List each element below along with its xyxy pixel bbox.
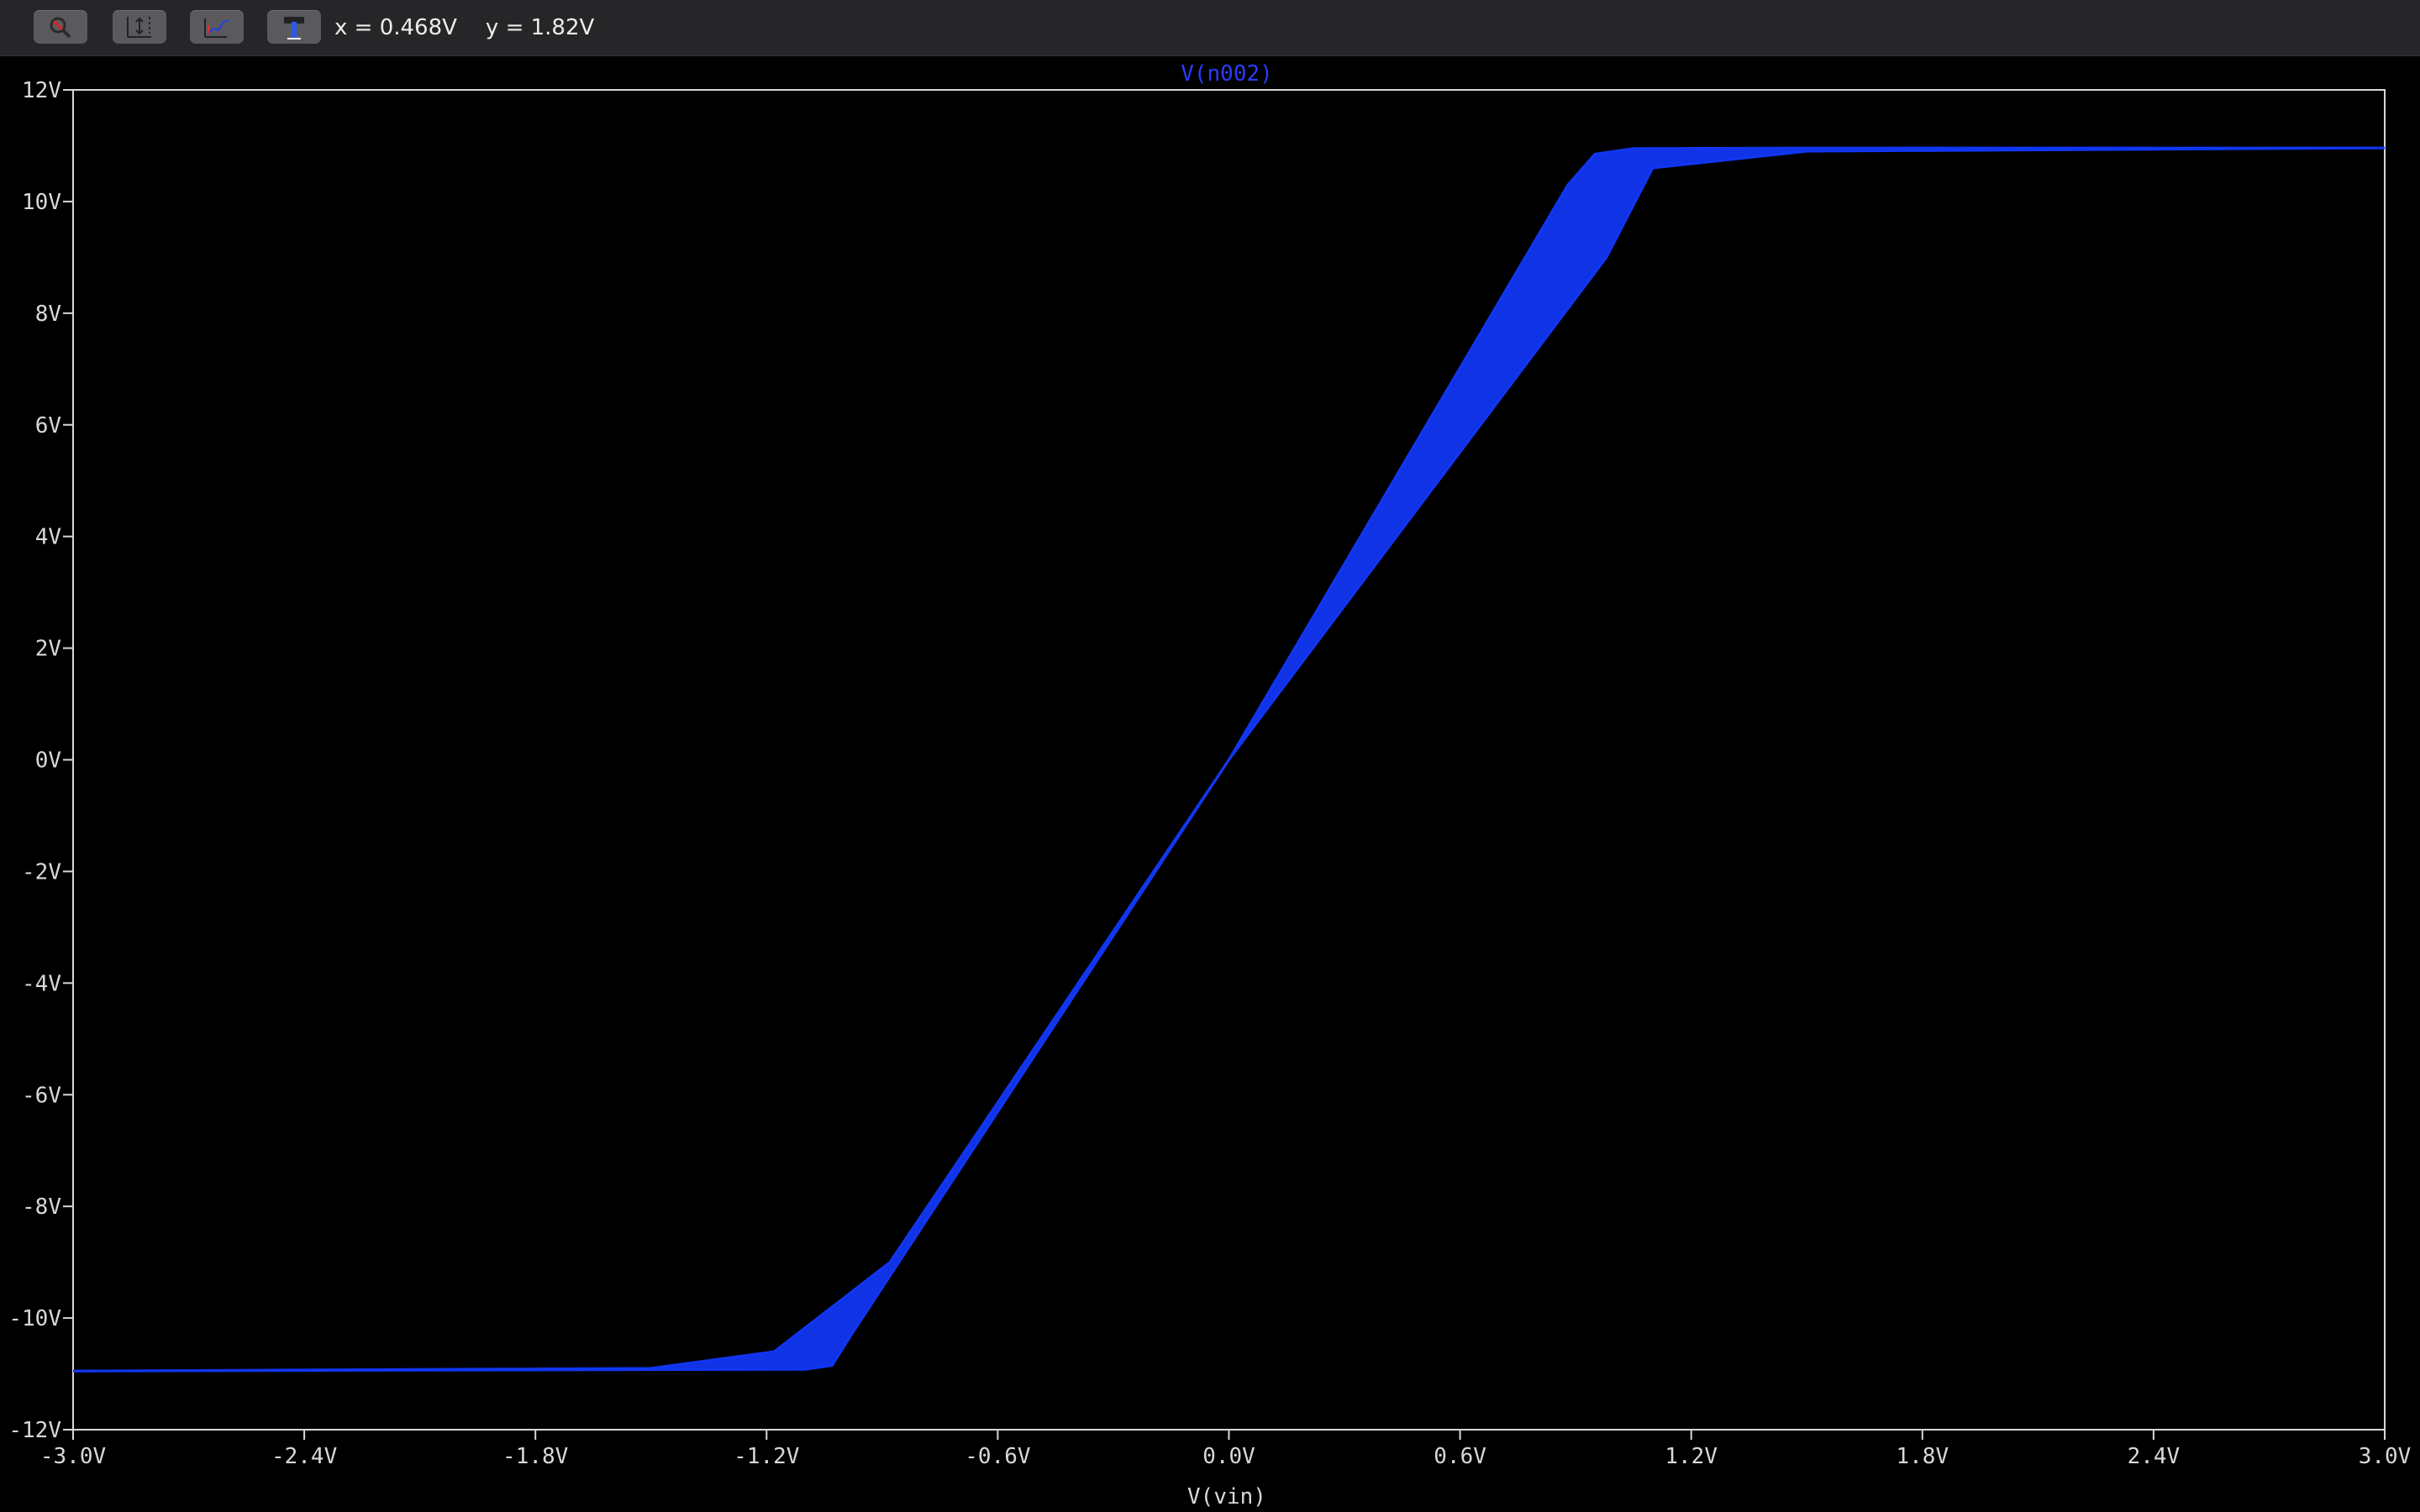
y-tick-label: 12V [22,78,61,103]
x-tick-label: -1.2V [734,1444,799,1469]
x-tick-label: 0.6V [1434,1444,1486,1469]
trace-falling [72,146,2386,1373]
cursor-x-readout: x = 0.468V [334,15,457,40]
cursor-y-readout: y = 1.82V [485,15,595,40]
x-tick-label: 1.8V [1896,1444,1949,1469]
y-tick-label: 2V [35,637,61,662]
cursor-readout: x = 0.468V y = 1.82V [334,12,623,44]
settings-button[interactable] [267,10,321,44]
plot-area[interactable]: 12V 10V 8V 6V 4V 2V 0V -2V -4V -6V -8V -10V -12V -3.… [0,55,2420,1512]
x-tick-label: 1.2V [1665,1444,1718,1469]
x-tick-label: 3.0V [2359,1444,2412,1469]
trace-group [72,146,2386,1373]
y-tick-label: 8V [35,302,61,327]
hammer-icon [284,17,304,39]
y-tick-label: 4V [35,525,61,550]
y-tick-label: -4V [22,971,61,996]
y-tick-label: 0V [35,748,61,774]
trace-rising [72,146,2385,1373]
y-axis: 12V 10V 8V 6V 4V 2V 0V -2V -4V -6V -8V -10V -12V [8,78,73,1443]
x-tick-label: -0.6V [965,1444,1030,1469]
autorange-button[interactable] [113,10,166,44]
x-tick-label: 0.0V [1202,1444,1255,1469]
zoom-button[interactable] [34,10,87,44]
x-axis: -3.0V -2.4V -1.8V -1.2V -0.6V 0.0V 0.6V 1.2V 1.8… [40,1430,2411,1469]
traces-button[interactable] [190,10,244,44]
x-tick-label: -2.4V [271,1444,337,1469]
x-tick-label: -3.0V [40,1444,106,1469]
y-tick-label: -2V [22,859,61,885]
autorange-icon [127,17,151,38]
trace-icon [204,18,229,38]
magnifier-icon [50,17,71,39]
x-tick-label: -1.8V [502,1444,568,1469]
chart-title: V(n002) [1181,61,1273,87]
y-tick-label: 6V [35,413,61,438]
y-tick-label: 10V [22,190,61,215]
x-tick-label: 2.4V [2128,1444,2181,1469]
y-tick-label: -10V [8,1306,61,1331]
y-tick-label: -6V [22,1083,61,1108]
x-axis-label: V(vin) [1187,1484,1266,1509]
toolbar: x = 0.468V y = 1.82V [0,0,2420,56]
y-tick-label: -12V [8,1418,61,1443]
y-tick-label: -8V [22,1194,61,1220]
